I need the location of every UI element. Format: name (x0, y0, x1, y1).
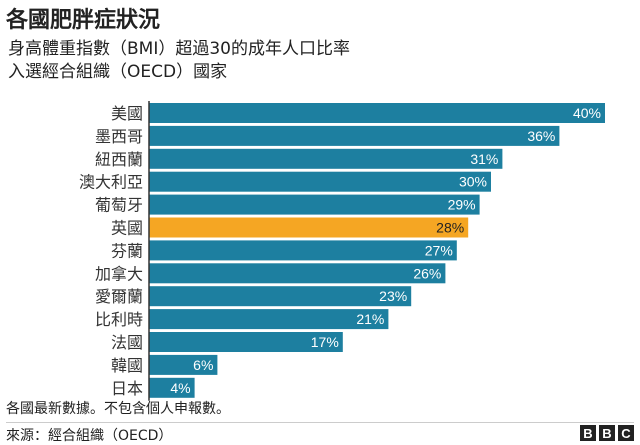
bar (149, 286, 412, 307)
category-label: 法國 (111, 333, 143, 352)
category-label: 美國 (111, 104, 143, 123)
category-label: 加拿大 (95, 264, 143, 283)
subtitle-line-2: 入選經合組織（OECD）國家 (8, 62, 228, 82)
bar (149, 354, 218, 375)
subtitle-line-1: 身高體重指數（BMI）超過30的成年人口比率 (8, 39, 350, 59)
value-label: 36% (527, 128, 555, 144)
bar (149, 171, 491, 192)
source-text: 來源：經合組織（OECD） (6, 428, 173, 444)
value-label: 4% (170, 380, 190, 396)
bbc-logo: B B C (580, 425, 634, 441)
bar (149, 240, 457, 261)
value-label: 23% (379, 288, 407, 304)
value-label: 26% (413, 265, 441, 281)
category-label: 英國 (111, 219, 143, 238)
category-label: 芬蘭 (111, 241, 143, 260)
bar (149, 377, 195, 398)
category-label: 澳大利亞 (79, 173, 143, 192)
value-label: 29% (448, 197, 476, 213)
bar (149, 332, 343, 352)
category-label: 愛爾蘭 (95, 287, 143, 306)
category-label: 墨西哥 (95, 127, 143, 146)
value-label: 31% (470, 151, 498, 167)
bar (149, 217, 469, 238)
category-label: 紐西蘭 (95, 150, 143, 169)
category-label: 比利時 (95, 310, 143, 329)
value-label: 27% (425, 242, 453, 258)
logo-letter: C (618, 425, 634, 441)
logo-letter: B (580, 425, 596, 441)
value-label: 21% (356, 311, 384, 327)
value-label: 6% (193, 357, 213, 373)
value-label: 28% (436, 220, 464, 236)
bar (149, 263, 446, 284)
bar (149, 148, 503, 169)
bar (149, 125, 560, 146)
bar (149, 309, 389, 330)
bar (149, 194, 480, 215)
bar (149, 103, 605, 123)
category-label: 韓國 (111, 356, 143, 375)
chart-subtitle: 身高體重指數（BMI）超過30的成年人口比率 入選經合組織（OECD）國家 (8, 38, 350, 84)
logo-letter: B (599, 425, 615, 441)
category-label: 葡萄牙 (95, 196, 143, 215)
footnote: 各國最新數據。不包含個人申報數。 (6, 401, 230, 417)
category-label: 日本 (111, 379, 143, 398)
value-label: 30% (459, 174, 487, 190)
value-label: 40% (573, 105, 601, 121)
value-label: 17% (311, 334, 339, 350)
chart-title: 各國肥胖症狀況 (6, 8, 161, 33)
footer-divider (6, 422, 634, 423)
